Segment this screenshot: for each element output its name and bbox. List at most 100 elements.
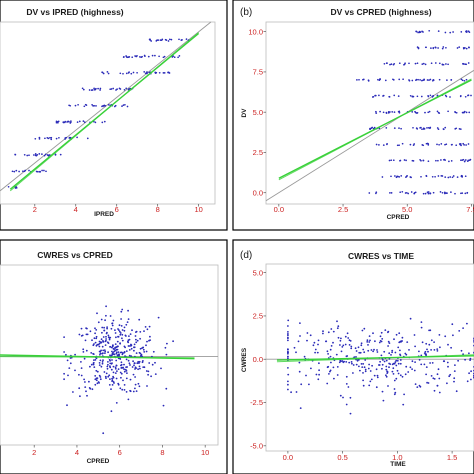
p2-point-387 [119,357,121,360]
p2-smooth-line-2 [0,356,195,359]
p2-xtick-label-4: 10 [201,448,209,457]
p3-point-378 [378,341,381,344]
p3-point-320 [287,331,289,333]
p1-point-353 [465,30,468,32]
p2-point-132 [119,387,122,390]
p3-point-47 [379,335,382,338]
p3-point-354 [322,332,324,335]
p3-point-150 [345,383,348,385]
p1-point-112 [445,143,448,146]
p3-point-287 [363,366,366,369]
p2-point-311 [127,359,130,362]
p2-point-252 [143,366,146,369]
p0-point-43 [14,153,16,156]
p3-point-196 [360,363,363,365]
p3-point-335 [309,334,312,337]
p3-point-115 [310,367,312,370]
p1-point-113 [465,144,467,146]
p2-point-403 [120,376,122,379]
panel-b-marks [265,29,474,202]
p3-point-152 [385,365,388,368]
p3-point-30 [430,339,433,342]
p2-point-154 [95,369,98,372]
p3-point-288 [354,347,357,350]
p1-point-15 [427,192,430,195]
p2-point-57 [105,377,107,379]
p2-point-17 [120,310,123,313]
p3-point-277 [399,349,401,352]
p3-point-309 [411,368,413,370]
p1-point-17 [368,192,371,194]
p2-point-11 [80,361,82,363]
p2-point-160 [166,342,168,345]
panel-c-ticks: 2 4 6 8 10 [32,445,209,457]
p3-point-329 [355,350,358,352]
p1-point-67 [396,175,398,178]
p2-point-149 [134,376,137,378]
p1-point-157 [426,127,428,129]
p3-point-307 [443,360,446,363]
p3-point-118 [349,396,352,399]
p1-point-31 [399,191,402,194]
p3-point-185 [327,353,329,355]
p1-point-12 [466,191,469,194]
p2-point-342 [123,368,125,371]
p3-point-99 [326,350,329,353]
p0-point-105 [121,105,123,107]
p3-point-189 [363,351,366,354]
p3-point-76 [425,366,428,368]
p1-point-309 [414,62,417,65]
p0-point-33 [34,154,37,157]
p2-point-367 [103,371,106,373]
p2-point-112 [127,341,130,344]
p3-point-53 [448,375,451,378]
p3-point-43 [409,317,412,320]
panel-b-xlabel: CPRED [387,214,410,221]
p2-point-242 [120,363,123,366]
p3-point-194 [350,361,353,363]
p3-point-355 [423,352,426,354]
p1-point-118 [462,142,465,145]
p3-point-187 [375,386,378,389]
p2-point-172 [85,349,88,352]
p0-point-59 [76,136,78,139]
p0-point-186 [151,54,154,57]
p3-point-244 [418,359,421,361]
p3-point-11 [399,374,402,377]
p3-point-136 [388,357,391,360]
p0-point-52 [38,138,41,140]
p3-point-300 [418,350,420,353]
p2-point-348 [108,384,111,386]
p0-point-110 [77,103,79,106]
p2-point-363 [119,371,122,374]
panel-d-ticks: 0.0 0.5 1.0 1.5 -5.0 -2.5 0.0 2.5 5.0 [250,268,457,462]
p3-point-235 [395,364,398,367]
p0-point-51 [38,136,41,139]
p3-point-121 [341,360,344,362]
p3-point-213 [466,380,469,383]
p1-point-26 [401,190,404,193]
p1-point-32 [461,192,464,194]
p0-point-5 [15,187,18,189]
p3-xtick-label-2: 1.0 [392,453,402,462]
p3-point-262 [368,341,371,343]
p2-point-52 [129,364,131,366]
p0-point-88 [62,121,65,124]
p3-point-105 [413,334,416,336]
p2-point-18 [125,391,128,393]
p1-point-274 [419,79,421,81]
p0-point-92 [66,121,68,123]
p2-point-271 [99,353,101,356]
p1-point-64 [381,176,384,178]
p3-point-38 [397,346,400,349]
p3-point-358 [287,388,289,391]
p2-point-137 [146,328,149,331]
p1-point-290 [398,62,401,65]
p3-ytick-label-1: -2.5 [250,398,263,407]
p2-point-146 [131,329,133,332]
p3-point-221 [395,333,398,336]
p3-point-72 [411,360,414,363]
p2-point-162 [135,352,138,354]
p0-point-141 [119,88,122,90]
